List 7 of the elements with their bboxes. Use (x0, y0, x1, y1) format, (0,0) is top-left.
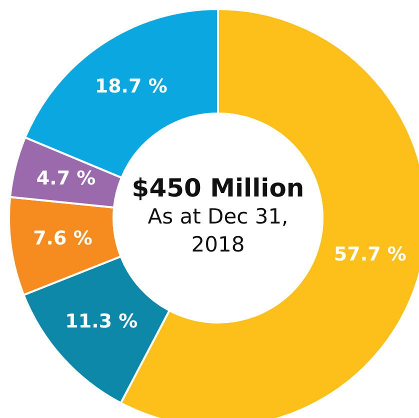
data-label: 11.3 % (65, 310, 138, 333)
data-label: 57.7 % (334, 243, 406, 266)
text: As at Dec 31, 2018 (148, 204, 288, 256)
text: $450 Million (132, 174, 304, 202)
data-label: 7.6 % (33, 228, 92, 250)
data-label: 18.7 % (94, 75, 168, 98)
data-label: 4.7 % (36, 167, 96, 190)
